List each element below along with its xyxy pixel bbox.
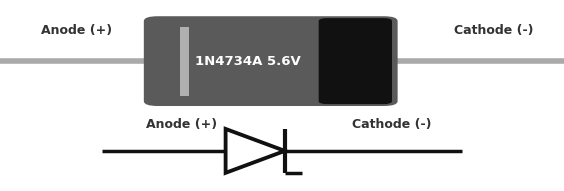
Bar: [180, 27, 189, 96]
FancyBboxPatch shape: [319, 18, 392, 104]
Text: Anode (+): Anode (+): [146, 118, 217, 131]
Bar: [327, 21, 392, 101]
Text: Cathode (-): Cathode (-): [454, 24, 533, 37]
Text: Cathode (-): Cathode (-): [352, 118, 432, 131]
Polygon shape: [226, 129, 285, 173]
FancyBboxPatch shape: [144, 16, 398, 106]
Text: Anode (+): Anode (+): [41, 24, 112, 37]
Text: 1N4734A 5.6V: 1N4734A 5.6V: [195, 55, 301, 68]
Bar: [327, 21, 344, 101]
